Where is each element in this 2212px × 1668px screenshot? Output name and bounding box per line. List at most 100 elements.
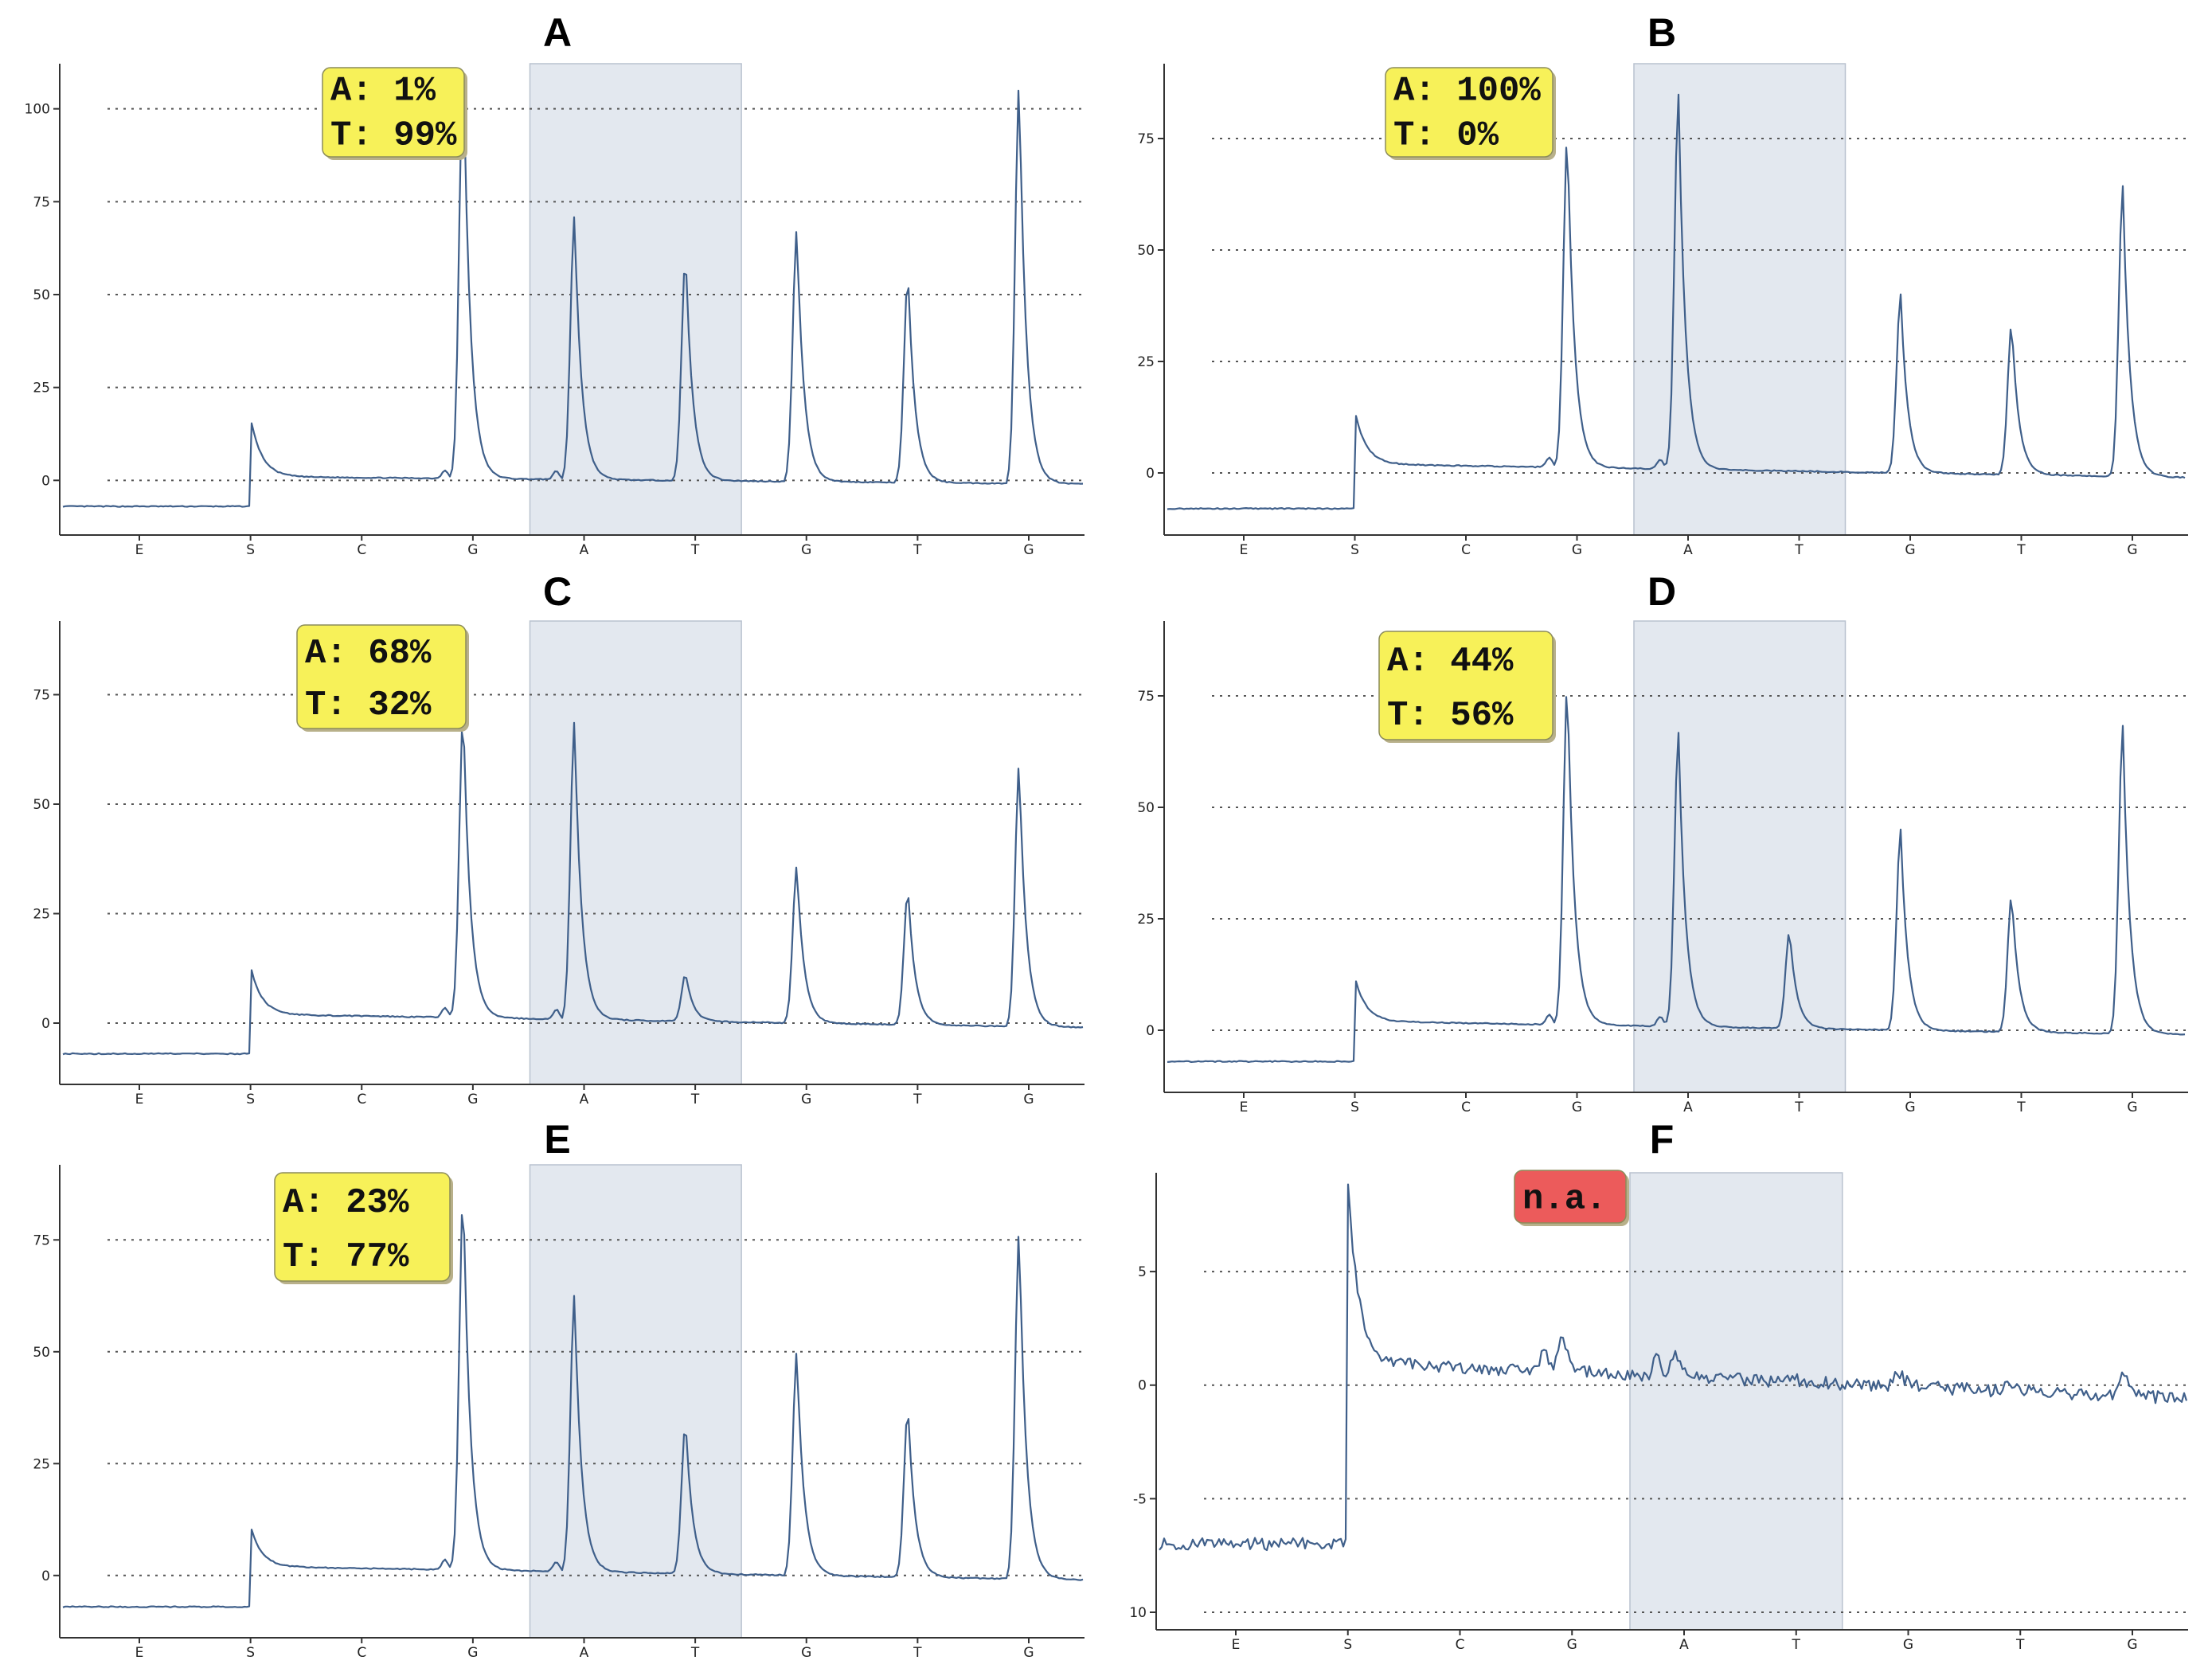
x-tick-label: S	[246, 1092, 255, 1107]
panel-title: C	[543, 569, 572, 614]
result-badge: A: 44% T: 56%	[1378, 631, 1556, 743]
signal-trace	[62, 1214, 1084, 1608]
x-tick-label: G	[467, 1645, 478, 1661]
x-tick-label: T	[690, 542, 700, 558]
x-tick-label: T	[1794, 1100, 1804, 1115]
y-tick-label: 0	[41, 1568, 50, 1584]
x-tick-label: E	[1232, 1637, 1241, 1653]
x-tick-label: T	[913, 542, 922, 558]
y-tick-label: 25	[1137, 912, 1155, 928]
x-tick-label: A	[580, 1645, 589, 1661]
badge-line: n.a.	[1522, 1180, 1607, 1220]
x-tick-label: G	[1023, 542, 1034, 558]
x-tick-label: T	[2016, 1100, 2026, 1115]
panel-title: A	[543, 10, 572, 55]
x-tick-label: G	[1023, 1645, 1034, 1661]
badge-line: A: 23%	[283, 1183, 409, 1223]
y-tick-label: 25	[33, 1456, 50, 1472]
result-badge: n.a.	[1514, 1170, 1629, 1226]
x-tick-label: G	[467, 542, 478, 558]
panel-B: 0 25 50 75 E S C G A T G T G B A: 100%T: 0%	[1137, 10, 2188, 558]
x-tick-label: G	[1903, 1637, 1913, 1653]
badge-box	[296, 624, 467, 729]
result-badge: A: 100%T: 0%	[1385, 67, 1556, 160]
x-tick-label: G	[2127, 1100, 2137, 1115]
badge-box	[1385, 67, 1553, 158]
badge-line: T: 0%	[1393, 115, 1499, 155]
panel-title: E	[544, 1117, 570, 1162]
badge-line: A: 1%	[330, 71, 436, 111]
y-tick-label: 50	[33, 797, 50, 813]
x-tick-label: G	[1023, 1092, 1034, 1107]
badge-box	[1514, 1170, 1627, 1224]
x-tick-label: A	[1683, 542, 1693, 558]
y-tick-label: 0	[41, 473, 50, 489]
x-tick-label: E	[135, 1645, 144, 1661]
x-tick-label: E	[135, 1092, 144, 1107]
signal-trace	[1159, 1183, 2188, 1552]
badge-line: T: 99%	[330, 115, 457, 155]
panel-E: 0 25 50 75 E S C G A T G T G E A: 23% T: 77%	[33, 1117, 1085, 1661]
x-tick-label: C	[357, 1645, 366, 1661]
panel-D: 0 25 50 75 E S C G A T G T G D A: 44% T: 56%	[1137, 569, 2188, 1115]
y-tick-label: 50	[1137, 800, 1155, 816]
y-tick-label: 0	[1146, 1023, 1155, 1039]
badge-line: T: 32%	[305, 686, 432, 725]
badge-line: T: 56%	[1387, 696, 1514, 736]
x-tick-label: T	[2015, 1637, 2025, 1653]
x-tick-label: A	[580, 1092, 589, 1107]
x-tick-label: T	[913, 1092, 922, 1107]
panel-title: B	[1647, 10, 1676, 55]
highlight-band	[529, 620, 742, 1085]
y-tick-label: 75	[1137, 689, 1155, 705]
y-tick-label: -5	[1133, 1491, 1147, 1507]
panel-C: 0 25 50 75 E S C G A T G T G C A: 68% T: 32%	[33, 569, 1085, 1107]
x-tick-label: G	[801, 542, 811, 558]
x-tick-label: S	[246, 542, 255, 558]
x-tick-label: G	[1567, 1637, 1577, 1653]
y-tick-label: 0	[41, 1016, 50, 1032]
y-tick-label: 100	[25, 102, 50, 118]
x-tick-label: T	[1792, 1637, 1801, 1653]
y-tick-label: 0	[1138, 1378, 1147, 1394]
badge-box	[274, 1172, 451, 1282]
badge-box	[1378, 631, 1553, 740]
highlight-band	[529, 63, 742, 536]
x-tick-label: C	[357, 1092, 366, 1107]
x-tick-label: G	[1905, 542, 1915, 558]
badge-line: A: 44%	[1387, 642, 1514, 682]
y-tick-label: 50	[33, 1345, 50, 1361]
x-tick-label: S	[1350, 542, 1359, 558]
x-tick-label: C	[1461, 1100, 1471, 1115]
result-badge: A: 23% T: 77%	[274, 1172, 453, 1284]
panel-title: F	[1650, 1117, 1675, 1162]
badge-line: T: 77%	[283, 1237, 409, 1277]
x-tick-label: G	[801, 1645, 811, 1661]
y-tick-label: 50	[33, 287, 50, 303]
result-badge: A: 68% T: 32%	[296, 624, 469, 732]
y-tick-label: 50	[1137, 243, 1155, 259]
y-tick-label: 5	[1138, 1264, 1147, 1280]
signal-trace	[62, 86, 1084, 508]
x-tick-label: S	[1350, 1100, 1359, 1115]
y-tick-label: 25	[1137, 354, 1155, 370]
y-tick-label: 25	[33, 381, 50, 396]
signal-trace	[1167, 696, 2186, 1063]
y-tick-label: 75	[1137, 131, 1155, 147]
badge-line: A: 100%	[1393, 71, 1541, 111]
panel-F: 5 0 -5 10 E S C G A T G T G Fn.a.	[1129, 1117, 2188, 1653]
x-tick-label: E	[135, 542, 144, 558]
y-tick-label: 25	[33, 907, 50, 923]
x-tick-label: T	[690, 1092, 700, 1107]
badge-line: A: 68%	[305, 634, 432, 674]
y-tick-label: 10	[1129, 1605, 1147, 1621]
x-tick-label: A	[1679, 1637, 1689, 1653]
x-tick-label: A	[580, 542, 589, 558]
x-tick-label: T	[1794, 542, 1804, 558]
x-tick-label: A	[1683, 1100, 1693, 1115]
x-tick-label: C	[357, 542, 366, 558]
y-tick-label: 0	[1146, 466, 1155, 482]
panel-title: D	[1647, 569, 1676, 614]
x-tick-label: G	[801, 1092, 811, 1107]
x-tick-label: E	[1240, 542, 1249, 558]
